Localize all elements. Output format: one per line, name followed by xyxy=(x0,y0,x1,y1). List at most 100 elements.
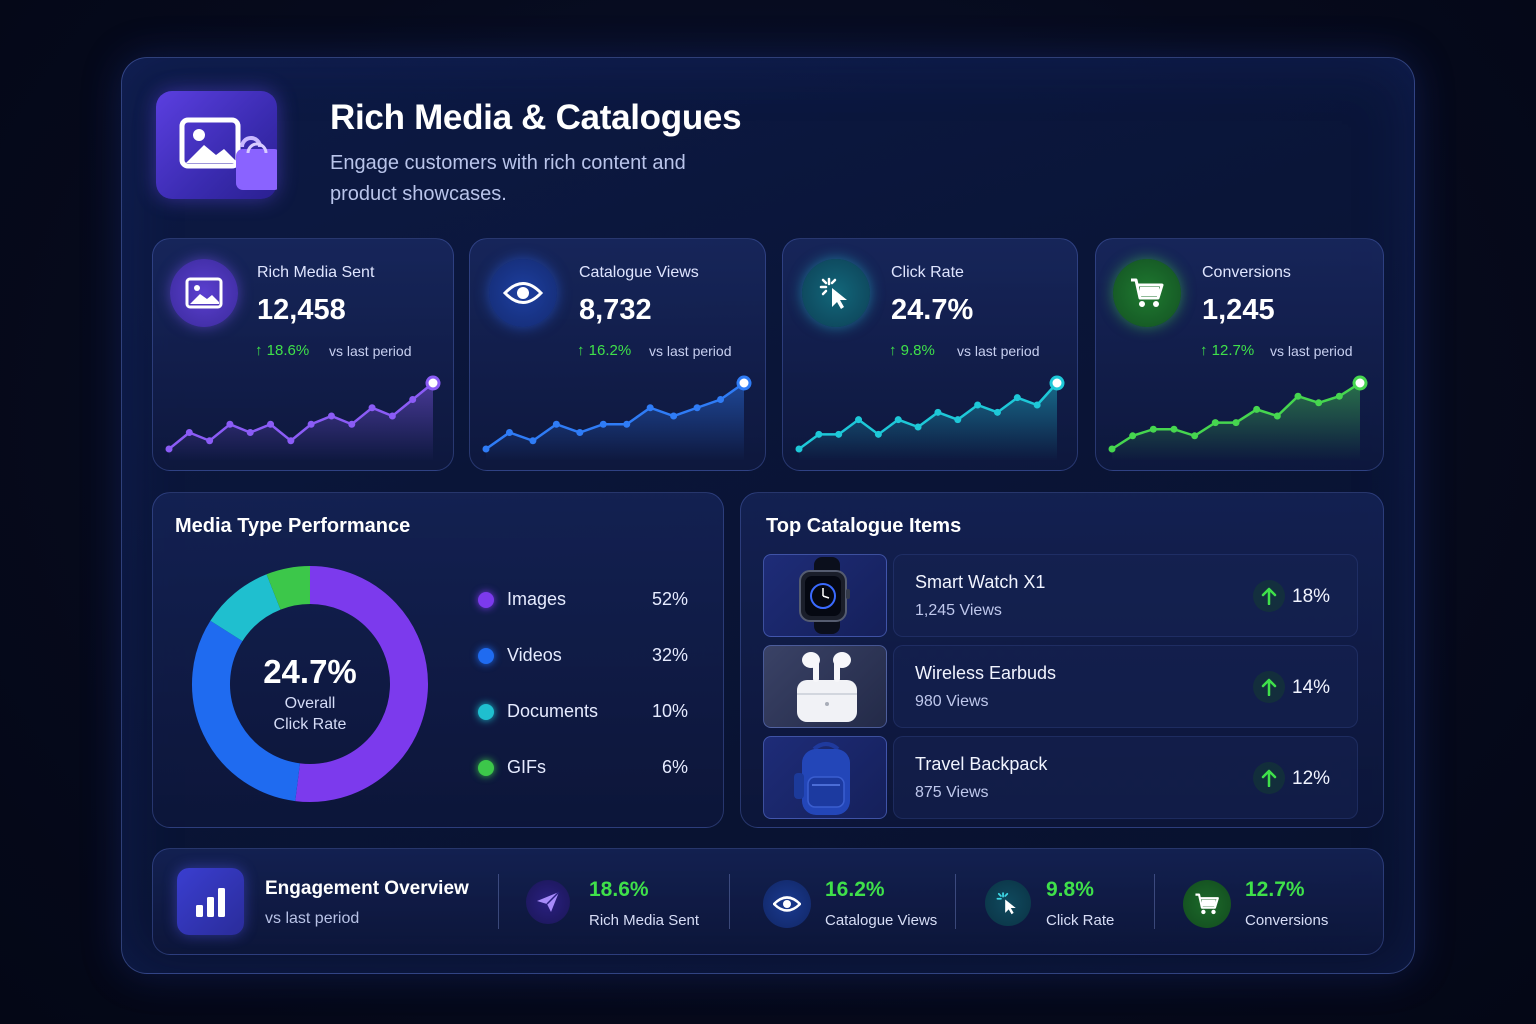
sparkline-line xyxy=(168,382,434,450)
legend-item-videos: Videos 32% xyxy=(478,644,688,668)
legend-label: Videos xyxy=(507,645,562,665)
stat-change: ↑ 16.2% xyxy=(577,342,632,359)
engagement-value: 18.6% xyxy=(589,878,649,901)
sparkline-click-rate xyxy=(795,375,1065,461)
sparkline-point xyxy=(1315,399,1323,407)
catalogue-item-info: Wireless Earbuds 980 Views 14% xyxy=(893,645,1358,728)
earbuds-image xyxy=(763,645,887,728)
catalogue-item-wireless-earbuds[interactable]: Wireless Earbuds 980 Views 14% xyxy=(763,645,1358,728)
item-change: 14% xyxy=(1292,677,1331,698)
sparkline-point xyxy=(914,423,922,431)
sparkline-point xyxy=(1273,412,1281,420)
stat-card-rich-media-sent[interactable]: Rich Media Sent 12,458 ↑ 18.6% vs last p… xyxy=(152,238,454,471)
smart-watch-image xyxy=(763,554,887,637)
sparkline-point xyxy=(185,429,193,436)
donut-center: 24.7% Overall Click Rate xyxy=(225,653,395,734)
sparkline-point xyxy=(1049,375,1065,391)
shopping-cart-icon xyxy=(1113,259,1181,327)
sparkline-point xyxy=(425,375,441,391)
stat-label: Conversions xyxy=(1202,264,1291,281)
legend-item-gifs: GIFs 6% xyxy=(478,756,688,780)
eye-icon xyxy=(763,880,811,928)
item-change: 18% xyxy=(1292,586,1331,607)
sparkline-point xyxy=(1294,392,1302,400)
legend-item-images: Images 52% xyxy=(478,588,688,612)
stat-label: Click Rate xyxy=(891,264,964,281)
catalogue-item-smart-watch[interactable]: Smart Watch X1 1,245 Views 18% xyxy=(763,554,1358,637)
stat-card-click-rate[interactable]: Click Rate 24.7% ↑ 9.8% vs last period xyxy=(782,238,1078,471)
sparkline-point xyxy=(717,396,725,403)
sparkline-area xyxy=(799,383,1057,461)
engagement-label: Click Rate xyxy=(1046,912,1115,929)
donut-center-value: 24.7% xyxy=(263,653,357,690)
engagement-value: 12.7% xyxy=(1245,878,1305,901)
sparkline-point xyxy=(855,416,863,424)
stat-value: 12,458 xyxy=(257,294,346,326)
donut-center-label-1: Overall xyxy=(284,695,336,712)
sparkline-point xyxy=(736,375,752,391)
stat-card-catalogue-views[interactable]: Catalogue Views 8,732 ↑ 16.2% vs last pe… xyxy=(469,238,766,471)
donut-slice-documents xyxy=(210,574,282,642)
stat-vs: vs last period xyxy=(1270,343,1353,359)
sparkline-conversions xyxy=(1108,375,1368,461)
sparkline-point xyxy=(599,420,607,428)
donut-chart xyxy=(192,566,428,802)
engagement-label: Catalogue Views xyxy=(825,912,938,929)
stat-change: ↑ 12.7% xyxy=(1200,342,1255,359)
engagement-label: Rich Media Sent xyxy=(589,912,700,929)
sparkline-point xyxy=(1013,394,1021,402)
catalogue-item-travel-backpack[interactable]: Travel Backpack 875 Views 12% xyxy=(763,736,1358,819)
legend-dot xyxy=(478,648,494,664)
legend-dot xyxy=(478,760,494,776)
sparkline-point xyxy=(1253,405,1261,413)
sparkline-point xyxy=(1108,445,1116,453)
engagement-overview-bar: Engagement Overview vs last period 18.6%… xyxy=(152,848,1384,955)
eye-icon xyxy=(489,259,557,327)
arrow-up-icon xyxy=(1253,580,1285,612)
legend-item-documents: Documents 10% xyxy=(478,700,688,724)
sparkline-line xyxy=(798,382,1058,451)
sparkline-area xyxy=(1112,383,1360,461)
sparkline-point xyxy=(646,404,654,412)
engagement-value: 9.8% xyxy=(1046,878,1094,901)
sparkline-point xyxy=(388,412,396,420)
top-catalogue-items-panel: Top Catalogue Items Smart Watch X1 1,245… xyxy=(740,492,1384,828)
sparkline-point xyxy=(576,429,584,436)
sparkline-point xyxy=(1149,425,1157,433)
catalogue-item-info: Smart Watch X1 1,245 Views 18% xyxy=(893,554,1358,637)
bar-chart-icon xyxy=(177,868,244,935)
donut-slice-gifs xyxy=(266,566,311,610)
media-type-performance-panel: Media Type Performance 24.7% Overall Cli… xyxy=(152,492,724,828)
sparkline-point xyxy=(552,420,560,428)
divider xyxy=(498,874,499,929)
stat-change: ↑ 9.8% xyxy=(889,342,935,359)
engagement-subtitle: vs last period xyxy=(265,910,360,927)
page-subtitle: Engage customers with rich content and p… xyxy=(330,152,686,205)
item-views: 875 Views xyxy=(915,784,989,801)
sparkline-point xyxy=(815,430,823,438)
sparkline-point xyxy=(287,437,295,445)
engagement-label: Conversions xyxy=(1245,912,1329,929)
legend-dot xyxy=(478,592,494,608)
legend-label: Images xyxy=(507,589,567,609)
sparkline-point xyxy=(693,404,701,412)
sparkline-point xyxy=(246,429,254,436)
sparkline-line xyxy=(485,381,745,451)
legend-value: 10% xyxy=(651,701,688,721)
legend-value: 52% xyxy=(651,589,688,609)
sparkline-point xyxy=(482,445,490,453)
sparkline-point xyxy=(1129,432,1137,440)
sparkline-point xyxy=(1033,401,1041,409)
sparkline-point xyxy=(505,429,513,436)
image-icon xyxy=(170,259,238,327)
sparkline-point xyxy=(1232,419,1240,427)
sparkline-point xyxy=(623,420,631,428)
sparkline-rich-media xyxy=(165,375,441,461)
stat-card-conversions[interactable]: Conversions 1,245 ↑ 12.7% vs last period xyxy=(1095,238,1384,471)
item-name: Travel Backpack xyxy=(915,754,1048,774)
cursor-click-icon xyxy=(802,259,870,327)
stat-value: 24.7% xyxy=(891,294,974,326)
sparkline-point xyxy=(954,416,962,424)
legend-dot xyxy=(478,704,494,720)
sparkline-point xyxy=(529,437,537,445)
